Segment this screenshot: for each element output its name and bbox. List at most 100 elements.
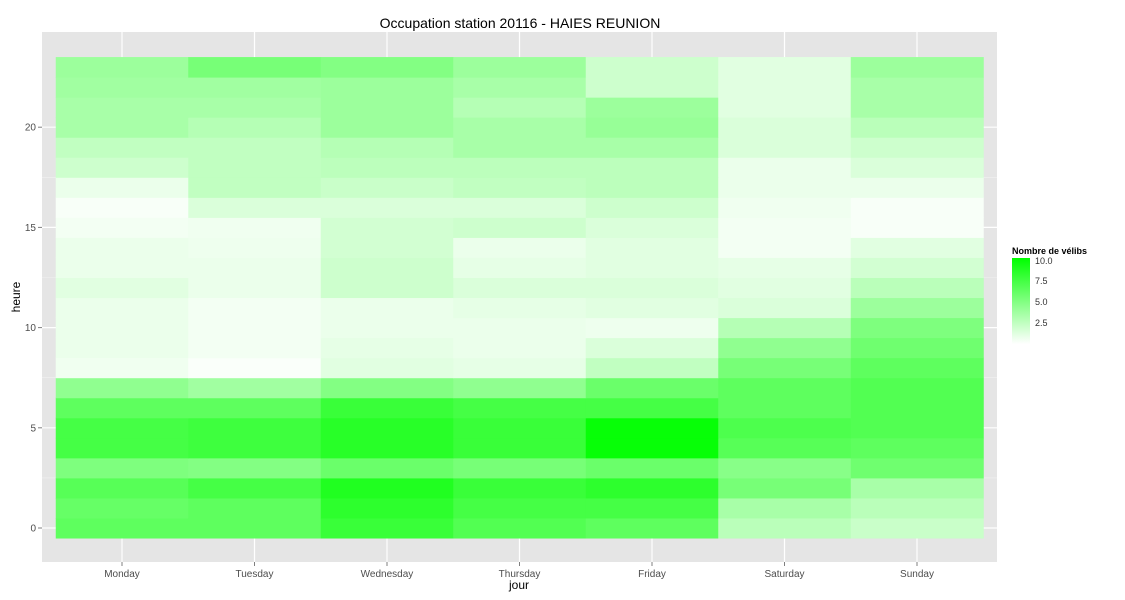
heatmap-cell (320, 177, 454, 198)
heatmap-cell (188, 397, 322, 419)
legend-label: 10.0 (1035, 255, 1053, 266)
heatmap-cell (850, 337, 984, 359)
y-tick-label: 15 (25, 223, 37, 234)
heatmap-cell (188, 317, 322, 339)
legend-color-bar (1012, 258, 1030, 344)
heatmap-cell (188, 497, 322, 519)
heatmap-cell (585, 77, 719, 98)
heatmap-cell (320, 117, 454, 138)
heatmap-cell (718, 257, 852, 278)
heatmap-cell (718, 437, 852, 459)
heatmap-cell (188, 457, 322, 479)
heatmap-cell (320, 197, 454, 218)
heatmap-cell (453, 177, 587, 198)
legend: Nombre de vélibs 10.0 7.5 5.0 2.5 (1012, 246, 1087, 344)
heatmap-cell (55, 497, 189, 519)
heatmap-cell (718, 337, 852, 359)
heatmap-cell (188, 77, 322, 98)
heatmap-cell (585, 237, 719, 258)
legend-label: 2.5 (1035, 318, 1048, 329)
heatmap-cell (453, 337, 587, 359)
heatmap-cell (850, 97, 984, 118)
heatmap-cell (585, 357, 719, 379)
x-tick-label: Saturday (764, 569, 804, 580)
heatmap-cell (585, 477, 719, 499)
heatmap-cell (850, 137, 984, 158)
heatmap-cell (55, 457, 189, 479)
heatmap-cell (320, 237, 454, 258)
heatmap-cell (320, 497, 454, 519)
heatmap-cell (585, 517, 719, 539)
heatmap-cell (453, 417, 587, 439)
heatmap-cell (585, 437, 719, 459)
heatmap-cell (718, 317, 852, 339)
heatmap-cell (850, 257, 984, 278)
heatmap-cell (320, 57, 454, 78)
heatmap-cell (55, 397, 189, 419)
heatmap-cell (55, 517, 189, 539)
chart-title: Occupation station 20116 - HAIES REUNION (379, 15, 661, 31)
heatmap-cell (55, 437, 189, 459)
heatmap-cell (585, 317, 719, 339)
heatmap-cell (188, 157, 322, 178)
heatmap-cell (718, 177, 852, 198)
heatmap-cell (718, 117, 852, 138)
heatmap-cell (850, 237, 984, 258)
heatmap-cell (453, 517, 587, 539)
heatmap-cell (718, 217, 852, 238)
heatmap-cell (850, 477, 984, 499)
heatmap-cell (55, 157, 189, 178)
heatmap-cell (320, 337, 454, 359)
heatmap-cell (320, 77, 454, 98)
heatmap-cell (453, 157, 587, 178)
heatmap-cell (585, 177, 719, 198)
x-tick-label: Friday (638, 569, 666, 580)
heatmap-cell (718, 517, 852, 539)
heatmap-cell (718, 297, 852, 319)
heatmap-cell (55, 257, 189, 278)
x-axis-title: jour (508, 578, 529, 592)
heatmap-cell (320, 357, 454, 379)
heatmap-cell (320, 217, 454, 238)
y-tick-label: 20 (25, 123, 37, 134)
heatmap-cell (453, 457, 587, 479)
heatmap-cell (188, 137, 322, 158)
heatmap-cell (188, 297, 322, 319)
heatmap-cell (320, 137, 454, 158)
y-axis-title: heure (9, 281, 23, 312)
heatmap-cell (850, 217, 984, 238)
heatmap-cell (585, 397, 719, 419)
legend-label: 7.5 (1035, 276, 1048, 287)
heatmap-cell (188, 477, 322, 499)
heatmap-cell (718, 197, 852, 218)
heatmap-cell (585, 497, 719, 519)
heatmap-cell (585, 417, 719, 439)
heatmap-cell (320, 437, 454, 459)
heatmap-cell (188, 417, 322, 439)
heatmap-cell (320, 377, 454, 399)
heatmap-cell (453, 117, 587, 138)
legend-label: 5.0 (1035, 297, 1048, 308)
heatmap-cell (320, 257, 454, 278)
x-tick-label: Sunday (900, 569, 934, 580)
heatmap-cell (55, 217, 189, 238)
heatmap-cell (320, 297, 454, 319)
heatmap-cell (55, 477, 189, 499)
heatmap-cell (850, 497, 984, 519)
heatmap-cell (718, 477, 852, 499)
heatmap-cell (585, 337, 719, 359)
heatmap-cell (453, 137, 587, 158)
heatmap-cell (320, 97, 454, 118)
x-axis-ticks: Monday Tuesday Wednesday Thursday Friday Satu… (104, 562, 934, 580)
heatmap-cell (55, 137, 189, 158)
heatmap-cell (850, 397, 984, 419)
heatmap-cell (453, 297, 587, 319)
heatmap-cell (718, 77, 852, 98)
heatmap-cell (850, 417, 984, 439)
heatmap-cell (718, 417, 852, 439)
heatmap-cell (718, 357, 852, 379)
heatmap-cell (55, 237, 189, 258)
x-tick-label: Monday (104, 569, 140, 580)
heatmap-cell (850, 157, 984, 178)
